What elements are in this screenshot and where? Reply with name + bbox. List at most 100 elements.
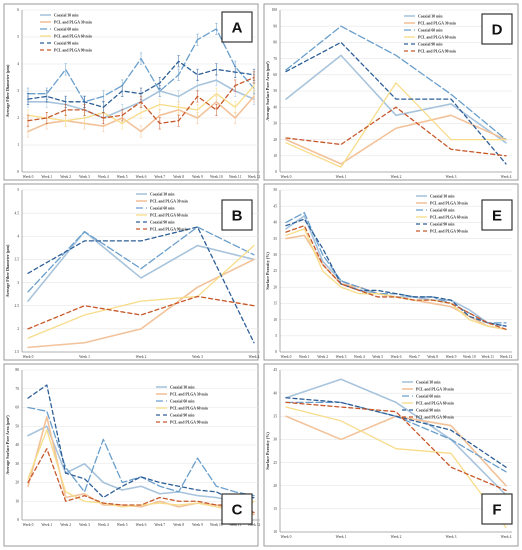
x-tick-label: Week 12: [248, 523, 261, 527]
x-tick-label: Week 3: [446, 535, 457, 539]
y-tick-label: 1.5: [15, 350, 20, 354]
y-tick-label: 35: [273, 237, 277, 241]
legend-label: PCL and PLGA 90 min: [416, 415, 455, 419]
x-tick-label: Week 4: [501, 175, 512, 179]
series-line-coaxial-30-min: [285, 378, 507, 496]
panel-letter: D: [492, 22, 503, 39]
panel-frame: [3, 363, 259, 547]
x-tick-label: Week 7: [409, 355, 420, 359]
x-tick-label: Week 8: [427, 355, 438, 359]
y-tick-label: 30: [273, 438, 277, 442]
x-tick-label: Week 0: [23, 523, 34, 527]
legend-label: PCL and PLGA 90 min: [150, 227, 189, 231]
series-line-pcl-and-plga-60-min: [285, 406, 507, 529]
chart-panel-a: 0 1 2 3 4 5 6 Week 0 Week 1 Week 2 Week 3 Week 4 Wee…: [3, 3, 260, 181]
y-tick-label: 0: [17, 518, 19, 522]
legend-label: PCL and PLGA 90 min: [170, 420, 209, 424]
y-tick-label: 2: [17, 327, 19, 331]
legend-label: PCL and PLGA 60 min: [54, 34, 93, 38]
y-axis-title: Surface Porosity (%): [265, 432, 270, 470]
y-tick-label: 2.5: [15, 304, 20, 308]
series-line-coaxial-60-min: [27, 406, 255, 497]
x-tick-label: Week 1: [336, 535, 347, 539]
legend-label: PCL and PLGA 60 min: [416, 401, 455, 405]
series-line-pcl-and-plga-90-min: [285, 106, 507, 157]
x-tick-label: Week 7: [154, 523, 165, 527]
legend-label: Coaxial 60 min: [430, 208, 455, 212]
legend-label: Coaxial 30 min: [54, 13, 79, 17]
legend-label: PCL and PLGA 30 min: [150, 199, 189, 203]
y-tick-label: 15: [273, 507, 277, 511]
x-tick-label: Week 3: [79, 175, 90, 179]
y-axis-title: Average Surface Pore Area (μm²): [265, 61, 270, 121]
legend-label: Coaxial 30 min: [416, 380, 441, 384]
y-axis-title: Average Surface Pore Area (μm²): [5, 415, 10, 475]
series-line-pcl-and-plga-60-min: [27, 244, 255, 339]
legend-label: Coaxial 30 min: [418, 14, 443, 18]
series-line-pcl-and-plga-90-min: [285, 224, 507, 330]
y-tick-label: 1: [17, 143, 19, 147]
panel-letter-box: [481, 493, 513, 525]
y-axis-title: Average Fiber Diameter (μm): [5, 64, 10, 117]
x-tick-label: Week 11: [229, 523, 242, 527]
y-tick-label: 90: [273, 24, 277, 28]
series-line-coaxial-90-min: [27, 226, 255, 344]
x-tick-label: Week 0: [281, 355, 292, 359]
y-tick-label: 10: [15, 499, 19, 503]
panel-letter-box: [221, 11, 253, 43]
x-tick-label: Week 11: [229, 175, 242, 179]
legend-label: Coaxial 90 min: [170, 413, 195, 417]
x-tick-label: Week 0: [281, 535, 292, 539]
y-tick-label: 0: [17, 170, 19, 174]
series-line-coaxial-30-min: [27, 230, 255, 302]
x-tick-label: Week 1: [41, 175, 52, 179]
x-tick-label: Week 0: [23, 175, 34, 179]
panel-letter: F: [492, 502, 501, 519]
y-tick-label: 25: [273, 461, 277, 465]
y-tick-label: 5: [17, 35, 19, 39]
y-tick-label: 25: [273, 269, 277, 273]
panel-frame: [3, 183, 259, 361]
x-tick-label: Week 2: [136, 355, 147, 359]
x-tick-label: Week 6: [391, 355, 402, 359]
series-line-pcl-and-plga-60-min: [285, 82, 507, 168]
series-line-pcl-and-plga-30-min: [27, 258, 255, 349]
x-tick-label: Week 4: [501, 535, 512, 539]
x-tick-label: Week 3: [79, 523, 90, 527]
legend-label: Coaxial 60 min: [150, 206, 175, 210]
y-tick-label: 0: [275, 170, 277, 174]
x-tick-label: Week 9: [192, 175, 203, 179]
legend-label: Coaxial 90 min: [418, 42, 443, 46]
legend-label: PCL and PLGA 60 min: [170, 406, 209, 410]
panel-frame: [263, 183, 519, 361]
x-tick-label: Week 1: [336, 175, 347, 179]
x-tick-label: Week 2: [391, 175, 402, 179]
legend-label: PCL and PLGA 90 min: [418, 49, 457, 53]
x-tick-label: Week 2: [391, 535, 402, 539]
y-tick-label: 0: [275, 350, 277, 354]
x-tick-label: Week 5: [117, 175, 128, 179]
chart-panel-e: 0 5 10 15 20 25 30 35 40 45 50 Week 0 Week 1 Week 2 We…: [263, 183, 519, 361]
y-tick-label: 3: [17, 89, 19, 93]
series-line-coaxial-90-min: [285, 397, 507, 468]
panel-letter: A: [232, 20, 243, 37]
y-tick-label: 35: [273, 414, 277, 418]
panel-letter: C: [232, 502, 243, 519]
legend-label: PCL and PLGA 90 min: [54, 48, 93, 52]
series-line-pcl-and-plga-30-min: [285, 114, 507, 165]
panel-letter-box: [221, 199, 253, 231]
y-tick-label: 4.5: [15, 211, 20, 215]
y-tick-label: 10: [273, 318, 277, 322]
y-tick-label: 3.5: [15, 258, 20, 262]
y-tick-label: 50: [15, 424, 19, 428]
x-tick-label: Week 7: [154, 175, 165, 179]
y-tick-label: 6: [17, 8, 19, 12]
y-tick-label: 15: [273, 302, 277, 306]
x-tick-label: Week 2: [317, 355, 328, 359]
x-tick-label: Week 10: [210, 523, 223, 527]
panel-frame: [3, 3, 259, 181]
x-tick-label: Week 2: [60, 523, 71, 527]
y-tick-label: 40: [15, 443, 19, 447]
chart-panel-c: 0 10 20 30 40 50 60 70 80 Week 0 Week 1 Week 2 Week …: [3, 363, 261, 547]
